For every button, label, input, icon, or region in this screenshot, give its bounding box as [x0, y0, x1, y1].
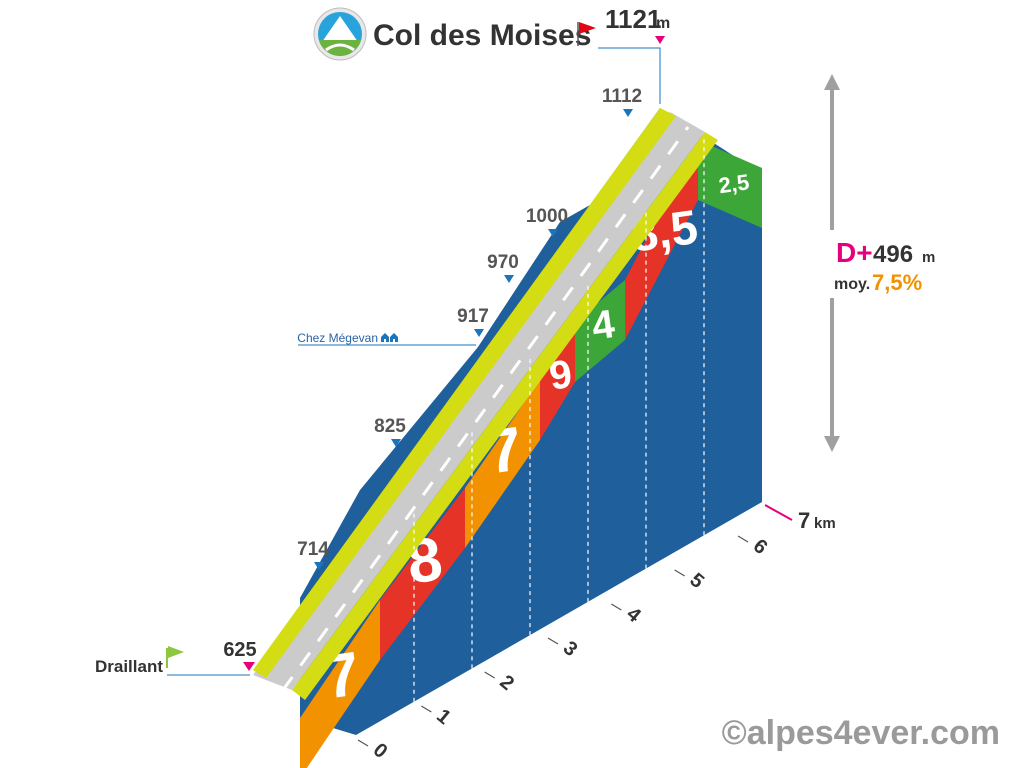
tick-mark	[674, 569, 685, 577]
road-verge-left	[253, 108, 676, 678]
altitude-label: 1000	[526, 206, 568, 227]
tick-mark	[611, 603, 622, 611]
tick-mark	[421, 705, 432, 713]
distance-unit: km	[814, 515, 836, 532]
road-center-line	[281, 126, 690, 691]
altitude-marker-icon	[504, 275, 514, 283]
dplus-value: 496	[873, 241, 913, 268]
altitude-marker-icon	[548, 229, 558, 237]
summit-header: Col des Moises 1121 m	[313, 4, 670, 104]
altitude-marker-icon	[391, 439, 401, 447]
tick-mark	[357, 739, 369, 747]
tick-label: 5	[685, 569, 708, 593]
average-label: moy.	[834, 276, 870, 293]
tick-mark	[484, 671, 495, 679]
tick-label: 4	[622, 603, 645, 628]
road-surface	[253, 112, 705, 690]
tick-label: 3	[559, 637, 582, 661]
summit-altitude: 1121	[605, 4, 661, 34]
gradient-segment-7	[698, 140, 762, 228]
gradient-segment-4	[540, 322, 575, 440]
tick-label: 6	[749, 535, 772, 559]
tick-mark	[547, 637, 559, 645]
start-triangle-icon	[243, 662, 255, 671]
altitude-label: 917	[457, 306, 489, 327]
altitude-label: 825	[374, 416, 406, 437]
start-altitude: 625	[223, 639, 256, 661]
tick-label: 0	[369, 739, 392, 763]
total-distance: 7 km	[764, 504, 836, 533]
start-flag-icon	[168, 646, 184, 658]
tick-label: 2	[495, 671, 518, 695]
altitude-label: 1112	[602, 86, 642, 107]
houses-icon	[381, 333, 398, 342]
altitude-marker-icon	[474, 329, 484, 337]
altitude-label: 714	[297, 539, 329, 560]
dplus-label: D+	[836, 237, 873, 268]
waypoint-name: Chez Mégevan	[297, 331, 378, 345]
road-verge-right	[292, 132, 718, 700]
distance-value: 7	[798, 508, 810, 533]
summit-flag-icon	[579, 22, 596, 34]
altitude-label: 970	[487, 252, 519, 273]
watermark: ©alpes4ever.com	[722, 714, 1000, 752]
average-value: 7,5%	[872, 270, 922, 295]
start-name: Draillant	[95, 657, 163, 676]
gradient-label: 2,5	[717, 169, 751, 198]
altitude-marker-icon	[314, 562, 324, 570]
gradient-segment-1	[300, 600, 380, 768]
dplus-unit: m	[922, 249, 935, 266]
tick-label: 1	[432, 705, 455, 729]
tick-mark	[737, 535, 749, 543]
gradient-segment-3	[465, 380, 540, 548]
altitude-marker-icon	[623, 109, 633, 117]
page-title: Col des Moises	[373, 19, 591, 52]
summit-unit: m	[656, 15, 670, 32]
summit-triangle-icon	[655, 36, 665, 44]
col-logo-icon	[318, 12, 362, 56]
gradient-segment-5	[575, 280, 625, 382]
start-marker: Draillant 625	[95, 639, 257, 676]
waypoint-chez-megevan: Chez Mégevan	[297, 331, 476, 346]
gradient-segment-2	[380, 488, 465, 660]
